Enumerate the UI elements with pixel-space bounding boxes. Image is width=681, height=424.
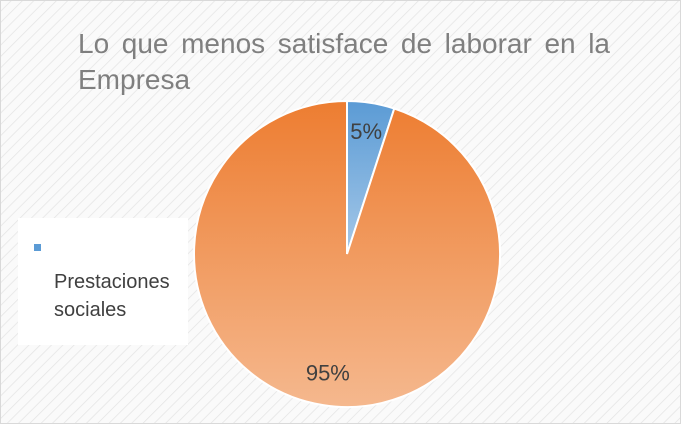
- legend: Prestaciones sociales: [18, 218, 188, 345]
- pie-slice: [193, 99, 501, 408]
- chart-title: Lo que menos satisface de laborar en la …: [78, 28, 610, 95]
- data-label: 5%: [350, 119, 382, 144]
- data-label: 95%: [306, 361, 350, 386]
- legend-key: [34, 244, 41, 251]
- legend-item: [18, 234, 184, 262]
- legend-item: Prestaciones sociales: [54, 271, 170, 321]
- pie: 5% 95%: [193, 99, 501, 408]
